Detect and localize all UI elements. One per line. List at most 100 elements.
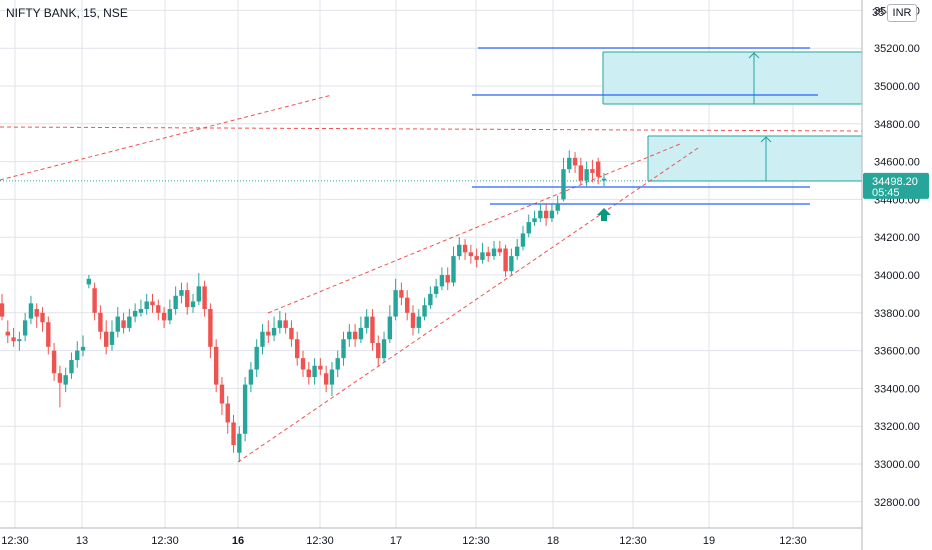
candle-body bbox=[578, 165, 584, 181]
candle-body bbox=[381, 339, 387, 359]
currency-button[interactable]: INR bbox=[887, 4, 917, 22]
candle-body bbox=[410, 312, 416, 328]
candle-body bbox=[538, 210, 543, 219]
candle-body bbox=[34, 309, 39, 317]
candle-body bbox=[75, 350, 80, 361]
candle-body bbox=[601, 178, 607, 181]
candle-body bbox=[57, 373, 63, 383]
candle-body bbox=[225, 403, 230, 423]
candle-body bbox=[318, 365, 323, 370]
candle-body bbox=[51, 350, 57, 374]
candle-body bbox=[92, 288, 97, 313]
y-tick-label: 34200.00 bbox=[874, 232, 920, 244]
annotations bbox=[597, 208, 611, 221]
candle-body bbox=[179, 290, 184, 296]
candle-body bbox=[561, 169, 566, 200]
candle-body bbox=[132, 310, 138, 317]
candle-body bbox=[509, 256, 514, 272]
candle-body bbox=[0, 303, 5, 317]
candle-body bbox=[283, 320, 288, 328]
candle-body bbox=[219, 384, 225, 404]
candle-body bbox=[22, 320, 28, 336]
resistance-line-dashed bbox=[0, 126, 863, 132]
candle-body bbox=[69, 360, 74, 374]
candle-body bbox=[254, 346, 259, 370]
candle-body bbox=[242, 384, 248, 434]
candle-body bbox=[387, 316, 393, 340]
candle-body bbox=[248, 369, 254, 385]
candle-body bbox=[161, 312, 167, 321]
channel-upper-line bbox=[267, 143, 681, 314]
y-tick-label: 35 bbox=[872, 7, 884, 19]
candle-body bbox=[40, 312, 45, 323]
candle-body bbox=[213, 346, 219, 385]
candle-body bbox=[289, 327, 294, 340]
candle-body bbox=[439, 275, 445, 287]
candle-body bbox=[103, 331, 109, 347]
y-tick-label: 33200.00 bbox=[874, 421, 920, 433]
candle-body bbox=[121, 320, 126, 328]
y-tick-label: 32800.00 bbox=[874, 497, 920, 509]
candle-body bbox=[312, 365, 317, 378]
channel-lower-line bbox=[237, 147, 699, 463]
target-zone-lower bbox=[648, 136, 862, 181]
candle-body bbox=[306, 369, 311, 378]
x-tick-label: 12:30 bbox=[306, 535, 334, 547]
candle-body bbox=[555, 203, 560, 211]
candle-body bbox=[11, 337, 16, 342]
target-zone-upper bbox=[603, 52, 862, 104]
candle-body bbox=[491, 248, 497, 257]
x-tick-label: 19 bbox=[703, 535, 715, 547]
buy-arrow-icon bbox=[597, 208, 611, 221]
y-tick-label: 33800.00 bbox=[874, 308, 920, 320]
candle-body bbox=[468, 252, 474, 257]
candle-body bbox=[341, 339, 346, 359]
candle-body bbox=[503, 248, 508, 272]
candle-body bbox=[474, 256, 479, 260]
candle-body bbox=[28, 303, 34, 319]
candle-body bbox=[196, 286, 202, 302]
candle-body bbox=[17, 339, 22, 342]
candle-body bbox=[584, 169, 589, 181]
candle-body bbox=[109, 331, 115, 345]
candle-body bbox=[462, 244, 468, 253]
candle-body bbox=[428, 293, 433, 306]
candle-body bbox=[549, 210, 555, 219]
candle-body bbox=[329, 369, 335, 385]
x-tick-label: 12:30 bbox=[779, 535, 807, 547]
candle-body bbox=[422, 305, 427, 317]
last-price-value: 34498.20 bbox=[872, 176, 918, 188]
candle-body bbox=[451, 256, 456, 283]
candle-body bbox=[138, 309, 144, 313]
candle-body bbox=[260, 331, 265, 347]
candle-body bbox=[266, 331, 271, 336]
candle-body bbox=[514, 246, 520, 257]
x-tick-label: 12:30 bbox=[1, 535, 29, 547]
candle-body bbox=[416, 316, 421, 328]
y-tick-label: 33600.00 bbox=[874, 346, 920, 358]
candle-body bbox=[393, 290, 398, 317]
candle-body bbox=[98, 312, 103, 332]
candle-body bbox=[185, 290, 190, 308]
last-price-tag bbox=[863, 172, 929, 199]
candle-body bbox=[300, 358, 306, 370]
candle-body bbox=[370, 316, 375, 344]
y-tick-label: 35000.00 bbox=[874, 81, 920, 93]
x-tick-label: 13 bbox=[76, 535, 88, 547]
candle-body bbox=[364, 316, 369, 328]
candle-body bbox=[376, 343, 381, 359]
candle-body bbox=[526, 222, 531, 234]
candle-body bbox=[347, 331, 352, 340]
candle-body bbox=[46, 322, 51, 347]
candle-body bbox=[277, 320, 283, 328]
y-tick-label: 35200.00 bbox=[874, 43, 920, 55]
candle-body bbox=[532, 218, 537, 223]
target-arrowhead-lower bbox=[760, 136, 772, 143]
candle-body bbox=[144, 301, 149, 310]
candle-body bbox=[208, 309, 213, 347]
candle-body bbox=[237, 433, 242, 453]
y-tick-label: 34600.00 bbox=[874, 157, 920, 169]
candle-body bbox=[167, 309, 173, 321]
candle-body bbox=[271, 327, 277, 336]
